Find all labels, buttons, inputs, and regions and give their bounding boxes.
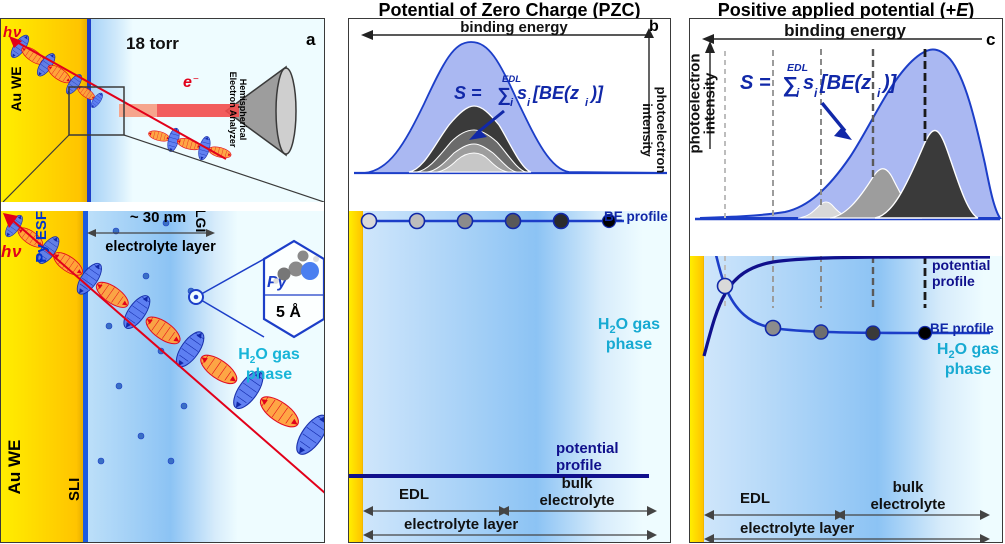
svg-text:−: − — [193, 74, 199, 85]
svg-text:[BE(z: [BE(z — [819, 72, 871, 94]
svg-text:[BE(z: [BE(z — [532, 83, 579, 103]
svg-text:i: i — [585, 97, 589, 109]
svg-text:a: a — [306, 30, 316, 49]
svg-text:e: e — [183, 74, 192, 91]
svg-text:i: i — [796, 86, 800, 100]
svg-text:S =: S = — [740, 72, 771, 94]
svg-text:i: i — [877, 86, 881, 100]
svg-text:)]: )] — [881, 72, 898, 94]
svg-text:s: s — [803, 72, 814, 94]
svg-text:∑: ∑ — [497, 85, 511, 106]
svg-text:c: c — [986, 30, 995, 49]
svg-text:18 torr: 18 torr — [126, 34, 179, 53]
svg-text:)]: )] — [589, 83, 604, 103]
svg-text:S =: S = — [454, 83, 482, 103]
svg-text:i: i — [527, 97, 531, 109]
svg-text:i: i — [814, 86, 818, 100]
svg-text:s: s — [517, 83, 527, 103]
